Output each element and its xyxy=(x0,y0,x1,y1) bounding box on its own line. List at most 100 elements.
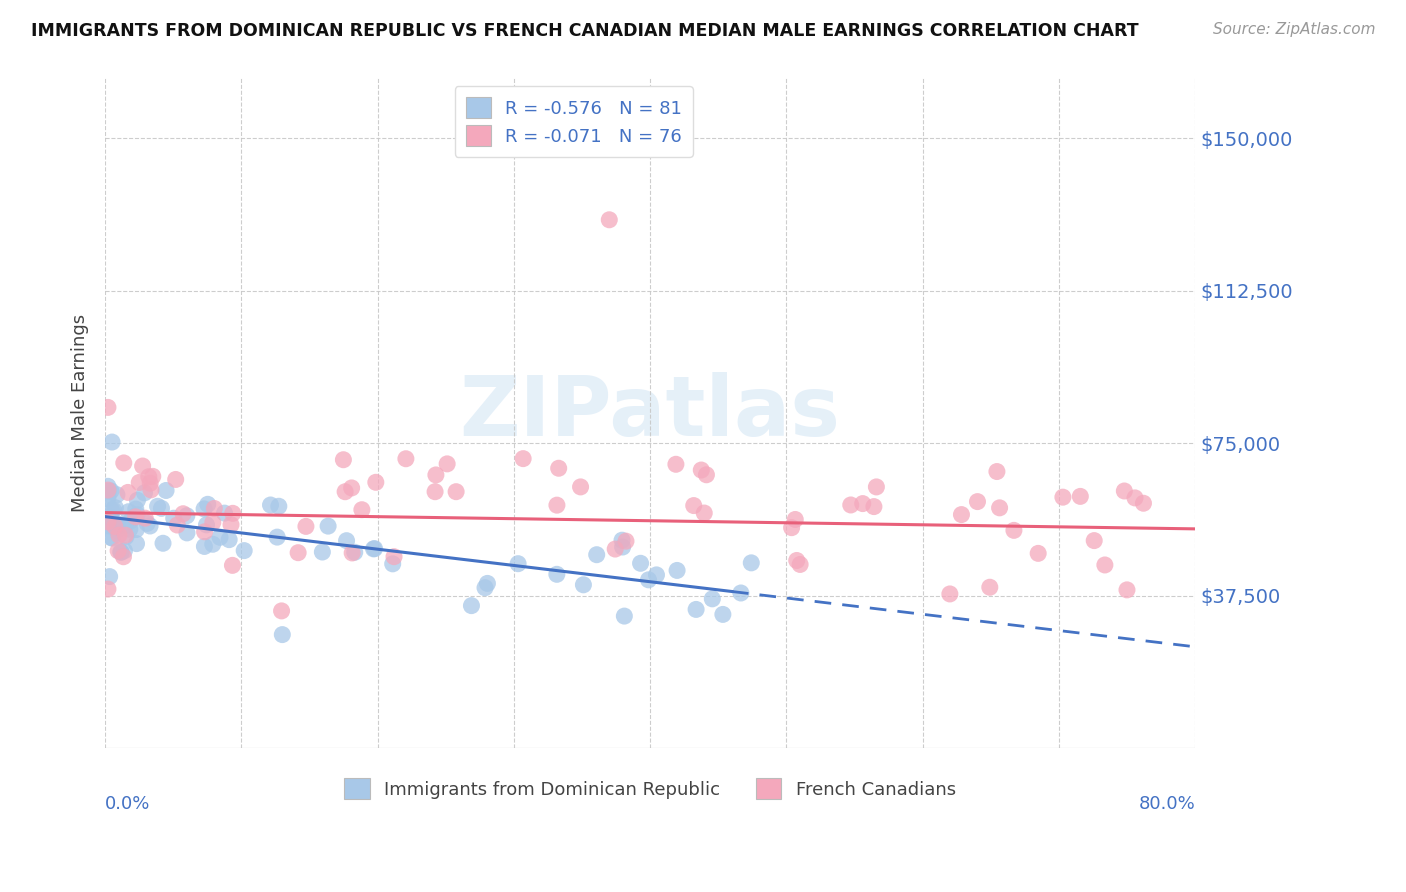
Point xyxy=(139,519,162,533)
Point xyxy=(104,500,127,515)
Point xyxy=(1069,489,1091,503)
Point xyxy=(425,467,447,482)
Point xyxy=(547,461,569,475)
Point xyxy=(335,533,357,548)
Point xyxy=(172,507,194,521)
Point xyxy=(114,543,136,558)
Point xyxy=(546,498,568,512)
Legend: Immigrants from Dominican Republic, French Canadians: Immigrants from Dominican Republic, Fren… xyxy=(337,772,963,806)
Point xyxy=(197,497,219,511)
Point xyxy=(201,537,224,551)
Point xyxy=(155,483,177,498)
Point xyxy=(460,599,482,613)
Point xyxy=(233,543,256,558)
Point xyxy=(97,491,120,506)
Point xyxy=(863,500,886,514)
Point xyxy=(332,452,354,467)
Point xyxy=(340,481,363,495)
Point xyxy=(267,500,290,514)
Point xyxy=(966,494,988,508)
Point xyxy=(979,580,1001,594)
Point xyxy=(1052,490,1074,504)
Point xyxy=(131,458,153,473)
Point xyxy=(208,530,231,544)
Point xyxy=(107,520,129,534)
Point xyxy=(105,488,128,502)
Point xyxy=(134,511,156,525)
Text: ZIPatlas: ZIPatlas xyxy=(460,373,841,453)
Point xyxy=(444,484,467,499)
Point xyxy=(939,587,962,601)
Point xyxy=(693,506,716,520)
Point xyxy=(110,545,132,559)
Point xyxy=(666,564,689,578)
Point xyxy=(125,508,148,522)
Point xyxy=(1114,483,1136,498)
Point xyxy=(585,548,607,562)
Point xyxy=(202,501,225,516)
Point xyxy=(125,536,148,550)
Point xyxy=(546,567,568,582)
Point xyxy=(107,543,129,558)
Point xyxy=(176,525,198,540)
Point xyxy=(988,500,1011,515)
Text: Source: ZipAtlas.com: Source: ZipAtlas.com xyxy=(1212,22,1375,37)
Point xyxy=(221,558,243,573)
Point xyxy=(100,483,122,498)
Point xyxy=(112,549,135,564)
Point xyxy=(395,451,418,466)
Point xyxy=(381,557,404,571)
Point xyxy=(364,475,387,490)
Point xyxy=(146,500,169,514)
Point xyxy=(97,488,120,502)
Point xyxy=(1123,491,1146,505)
Point xyxy=(193,502,215,516)
Point xyxy=(114,518,136,533)
Point xyxy=(219,517,242,532)
Point xyxy=(214,506,236,520)
Point xyxy=(287,546,309,560)
Point xyxy=(194,524,217,539)
Point xyxy=(950,508,973,522)
Point xyxy=(610,533,633,548)
Point xyxy=(605,542,627,557)
Point xyxy=(613,609,636,624)
Point xyxy=(124,509,146,524)
Point xyxy=(270,604,292,618)
Point xyxy=(1002,524,1025,538)
Point xyxy=(193,540,215,554)
Text: 0.0%: 0.0% xyxy=(105,796,150,814)
Point xyxy=(222,506,245,520)
Point xyxy=(785,512,807,526)
Point xyxy=(852,497,875,511)
Point xyxy=(103,503,125,517)
Point xyxy=(685,602,707,616)
Point xyxy=(690,463,713,477)
Point xyxy=(176,508,198,523)
Point xyxy=(789,558,811,572)
Point xyxy=(1132,496,1154,510)
Point xyxy=(117,485,139,500)
Point xyxy=(695,467,717,482)
Y-axis label: Median Male Earnings: Median Male Earnings xyxy=(72,314,89,512)
Point xyxy=(139,483,162,497)
Text: 80.0%: 80.0% xyxy=(1139,796,1195,814)
Point xyxy=(120,514,142,528)
Point xyxy=(115,530,138,544)
Point xyxy=(569,480,592,494)
Point xyxy=(259,498,281,512)
Point xyxy=(474,581,496,595)
Point xyxy=(363,541,385,556)
Point xyxy=(97,518,120,533)
Point xyxy=(343,545,366,559)
Point xyxy=(612,540,634,554)
Point xyxy=(139,476,162,491)
Point xyxy=(1026,546,1049,560)
Point xyxy=(125,523,148,537)
Point xyxy=(128,475,150,490)
Point xyxy=(101,531,124,545)
Point xyxy=(97,479,120,493)
Point xyxy=(986,465,1008,479)
Point xyxy=(512,451,534,466)
Point xyxy=(363,541,385,556)
